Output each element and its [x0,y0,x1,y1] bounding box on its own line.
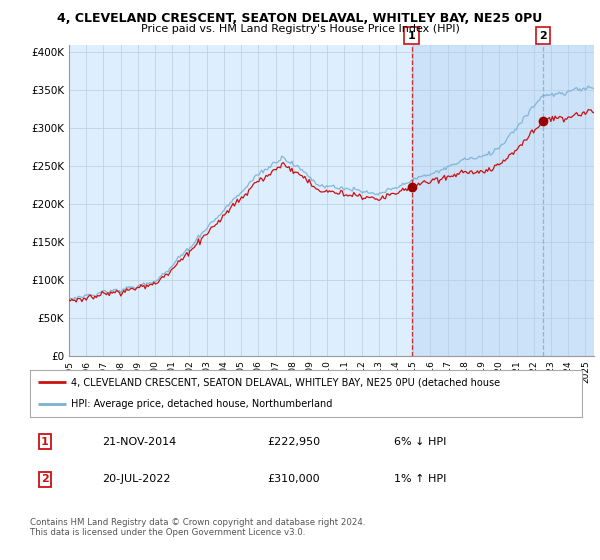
Text: 6% ↓ HPI: 6% ↓ HPI [394,437,446,447]
Text: 21-NOV-2014: 21-NOV-2014 [102,437,176,447]
Text: 4, CLEVELAND CRESCENT, SEATON DELAVAL, WHITLEY BAY, NE25 0PU (detached house: 4, CLEVELAND CRESCENT, SEATON DELAVAL, W… [71,377,500,388]
Text: 20-JUL-2022: 20-JUL-2022 [102,474,170,484]
Text: Price paid vs. HM Land Registry's House Price Index (HPI): Price paid vs. HM Land Registry's House … [140,24,460,34]
Text: 1: 1 [407,31,415,41]
Bar [412,45,594,356]
Text: 4, CLEVELAND CRESCENT, SEATON DELAVAL, WHITLEY BAY, NE25 0PU: 4, CLEVELAND CRESCENT, SEATON DELAVAL, W… [58,12,542,25]
Text: £310,000: £310,000 [268,474,320,484]
Text: 2: 2 [41,474,49,484]
Text: Contains HM Land Registry data © Crown copyright and database right 2024.
This d: Contains HM Land Registry data © Crown c… [30,518,365,538]
Text: 2: 2 [539,31,547,41]
Text: 1% ↑ HPI: 1% ↑ HPI [394,474,446,484]
Text: 1: 1 [41,437,49,447]
Text: £222,950: £222,950 [268,437,320,447]
Text: HPI: Average price, detached house, Northumberland: HPI: Average price, detached house, Nort… [71,399,333,409]
